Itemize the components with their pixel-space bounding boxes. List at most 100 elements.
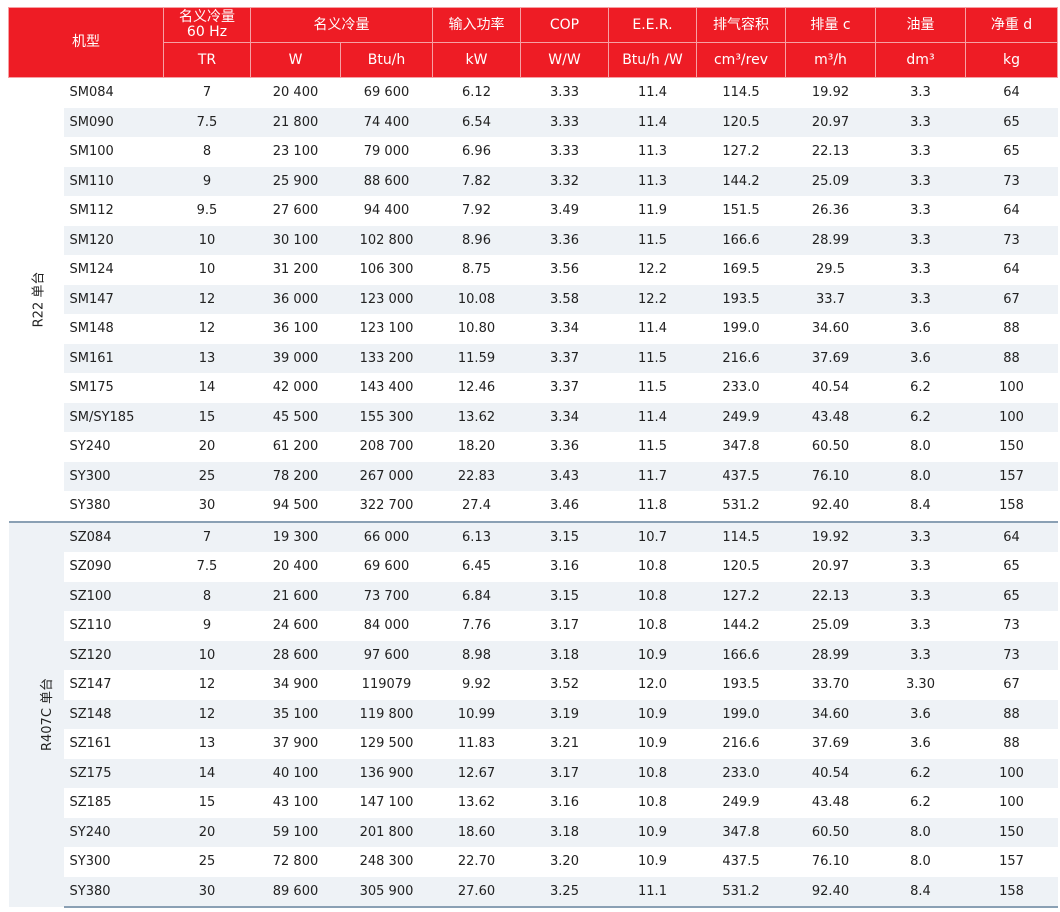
header-unit: dm³: [875, 42, 966, 78]
value-cell: 88: [1003, 736, 1020, 752]
header-title: 名义冷量: [250, 7, 433, 43]
value-cell: 233.0: [696, 758, 786, 788]
value-cell: 88: [1003, 321, 1020, 337]
model-cell: SZ100: [63, 581, 164, 611]
value-cell: 10.8: [608, 581, 697, 611]
value-cell: 7.5: [163, 107, 251, 137]
value-cell: 37.69: [811, 736, 850, 752]
value-cell: 8: [202, 144, 212, 160]
value-cell: 9.92: [462, 677, 491, 693]
value-cell: 3.37: [520, 343, 609, 373]
header-title: 排气容积: [696, 7, 786, 43]
value-cell: 60.50: [785, 817, 876, 847]
value-cell: 25.09: [811, 618, 850, 634]
value-cell: 25.09: [785, 166, 876, 196]
value-cell: 531.2: [696, 876, 786, 908]
value-cell: 24 600: [272, 618, 319, 634]
model-cell: SZ090: [69, 559, 112, 575]
value-cell: 6.84: [432, 581, 521, 611]
value-cell: 6.96: [462, 144, 491, 160]
table-row: R407C 单台 SZ084 7 19 300 66 000 6.13 3.15 10.7 11…: [8, 520, 1058, 907]
table-row: SM090 7.5 21 800 74 400 6.54 3.33 11.4 120.5 20.…: [9, 107, 1058, 137]
value-cell: 3.17: [520, 758, 609, 788]
value-cell: 34 900: [272, 677, 319, 693]
value-cell: 19.92: [785, 520, 876, 552]
value-cell: 43.48: [811, 795, 850, 811]
value-cell: 8.75: [462, 262, 491, 278]
model-cell: SY380: [69, 498, 111, 514]
value-cell: 3.3: [875, 284, 966, 314]
model-cell: SZ120: [63, 640, 164, 670]
value-cell: 3.37: [550, 380, 579, 396]
value-cell: 119 800: [340, 699, 433, 729]
table-row: SZ148 12 35 100 119 800 10.99 3.19 10.9 199.0 34…: [9, 699, 1058, 729]
value-cell: 11.5: [608, 343, 697, 373]
value-cell: 10.8: [638, 795, 667, 811]
value-cell: 10.80: [457, 321, 496, 337]
value-cell: 74 400: [340, 107, 433, 137]
value-cell: 3.6: [875, 699, 966, 729]
value-cell: 3.21: [550, 736, 579, 752]
value-cell: 133 200: [340, 343, 433, 373]
value-cell: 3.18: [520, 817, 609, 847]
value-cell: 3.6: [910, 321, 931, 337]
value-cell: 67: [1003, 677, 1020, 693]
value-cell: 10.8: [638, 618, 667, 634]
header-unit: W: [250, 42, 341, 78]
value-cell: 78 200: [250, 461, 341, 491]
value-cell: 64: [965, 520, 1058, 552]
group-label-cell: R407C 单台: [8, 520, 64, 907]
value-cell: 40.54: [785, 758, 876, 788]
value-cell: 11.4: [608, 107, 697, 137]
value-cell: 100: [965, 402, 1058, 432]
value-cell: 11.83: [457, 736, 496, 752]
value-cell: 166.6: [696, 640, 786, 670]
value-cell: 322 700: [359, 498, 414, 514]
value-cell: 216.6: [722, 736, 760, 752]
value-cell: 64: [1003, 262, 1020, 278]
value-cell: 8.98: [432, 640, 521, 670]
table-row: SM112 9.5 27 600 94 400 7.92 3.49 11.9 151.5 26.…: [9, 196, 1058, 226]
value-cell: 28 600: [250, 640, 341, 670]
table-row: SZ161 13 37 900 129 500 11.83 3.21 10.9 216.6 37…: [9, 729, 1058, 759]
value-cell: 3.56: [550, 262, 579, 278]
value-cell: 20 400: [272, 559, 319, 575]
model-cell: SZ185: [69, 795, 112, 811]
header-unit: m³/h: [785, 42, 876, 78]
value-cell: 114.5: [696, 520, 786, 552]
value-cell: 3.49: [550, 203, 579, 219]
value-cell: 73 700: [340, 581, 433, 611]
value-cell: 267 000: [340, 461, 433, 491]
value-cell: 37.69: [785, 343, 876, 373]
header-title: 名义冷量 60 Hz: [163, 7, 251, 43]
value-cell: 33.70: [811, 677, 850, 693]
value-cell: 40 100: [250, 758, 341, 788]
value-cell: 22.13: [811, 144, 850, 160]
value-cell: 29.5: [816, 262, 845, 278]
value-cell: 39 000: [250, 343, 341, 373]
value-cell: 10.7: [608, 520, 697, 552]
value-cell: 20 400: [272, 85, 319, 101]
value-cell: 27.60: [432, 876, 521, 908]
value-cell: 3.3: [875, 520, 966, 552]
value-cell: 249.9: [722, 795, 760, 811]
value-cell: 30: [163, 876, 251, 908]
value-cell: 12.0: [638, 677, 667, 693]
value-cell: 12: [198, 321, 216, 337]
value-cell: 19.92: [811, 85, 850, 101]
value-cell: 34.60: [785, 699, 876, 729]
value-cell: 3.36: [550, 439, 579, 455]
value-cell: 13: [163, 343, 251, 373]
value-cell: 144.2: [722, 618, 760, 634]
value-cell: 11.3: [608, 166, 697, 196]
header-model: 机型: [8, 7, 164, 78]
value-cell: 73: [965, 166, 1058, 196]
value-cell: 8.0: [910, 854, 931, 870]
value-cell: 157: [999, 854, 1024, 870]
value-cell: 11.4: [608, 402, 697, 432]
value-cell: 3.3: [910, 559, 931, 575]
value-cell: 10.9: [608, 817, 697, 847]
value-cell: 127.2: [722, 144, 760, 160]
value-cell: 65: [1003, 559, 1020, 575]
value-cell: 8.0: [910, 439, 931, 455]
